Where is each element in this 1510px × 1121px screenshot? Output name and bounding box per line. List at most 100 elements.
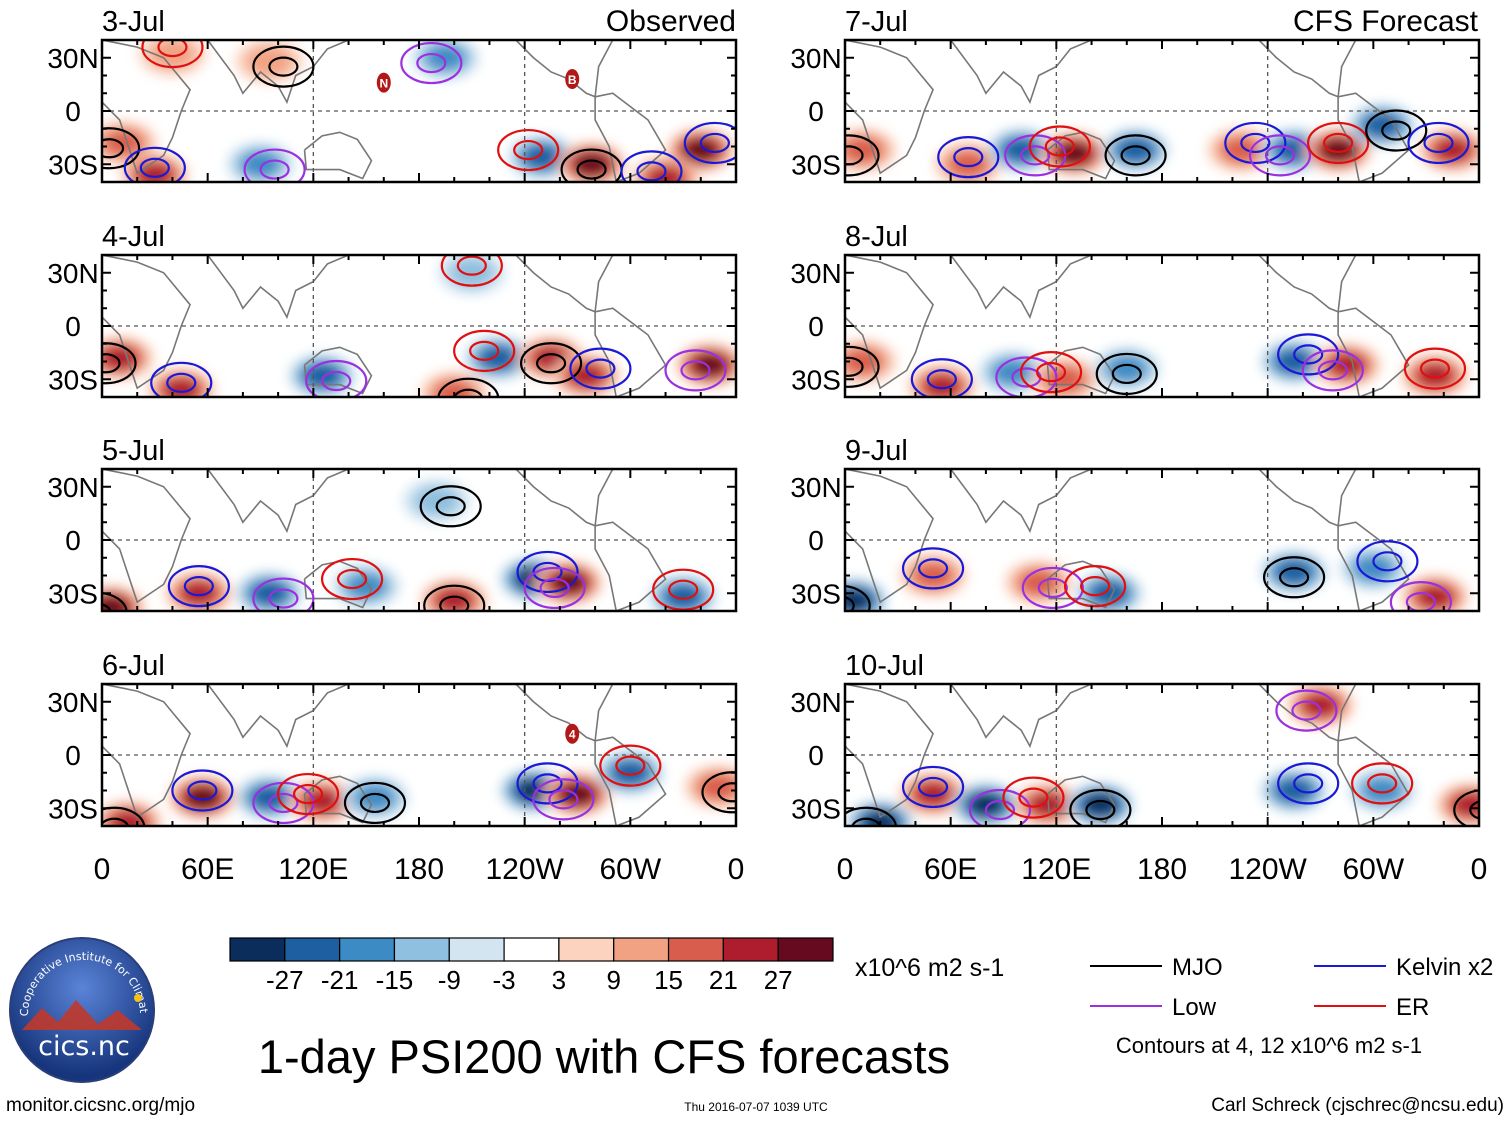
contour-note: Contours at 4, 12 x10^6 m2 s-1 [1116,1033,1422,1058]
legend-label: MJO [1172,954,1223,981]
colorbar-tick-label: 3 [552,965,566,995]
contour-ring [437,377,500,397]
contour-ring [1291,700,1322,721]
contour-ring [845,345,880,388]
contour-ring [519,342,583,385]
contour-ring [157,40,188,58]
logo-wordmark: cics.nc [38,1031,130,1062]
contour-ring [664,349,727,392]
contour-ring [102,817,130,826]
x-axes: 0 60E 120E 180 120W 60W 0 0 60E 120E 180 120W 60W 0 [94,853,1488,886]
contour-ring [336,568,368,590]
contour-ring [845,356,864,377]
coastline-3 [1258,469,1357,527]
contour-ring [1469,800,1479,820]
colorbar-tick-label: -3 [493,965,516,995]
y-tick-label: 0 [808,311,824,342]
colorbar-swatch [667,937,724,962]
contour-ring [1021,566,1084,610]
contour-ring [102,127,141,170]
panel-content [845,40,1479,182]
contour-ring [453,329,516,372]
contour-ring [1405,592,1436,611]
x-tick-label: 120W [485,853,564,886]
panel-content [102,469,736,611]
shading-core [665,585,701,609]
shading-core [1417,585,1453,609]
contour-ring [1301,349,1364,392]
y-tick-label: 30S [791,149,841,180]
contour-ring [440,255,503,287]
contour-ring [102,138,125,159]
panel-date-label: 4-Jul [102,221,165,253]
contour-ring [1035,362,1067,383]
contour-ring [620,150,683,182]
y-tick-label: 30S [48,578,98,609]
logo-sun-icon [134,994,142,1002]
contour-ring [1307,121,1370,165]
coastline-3 [515,255,614,313]
y-tick-label: 30N [790,258,841,289]
y-tick-label: 30S [48,149,98,180]
contour-ring [416,52,447,74]
coastline-2 [1046,346,1116,395]
contour-ring [845,806,898,826]
panel-content [845,684,1479,826]
colorbar-tick-label: 15 [654,965,683,995]
contour-ring [123,146,186,182]
coastline-layer [102,255,667,397]
panel-ticks [101,469,737,611]
y-tick-label: 30N [47,472,98,503]
shading-core [948,151,988,177]
storm-marker-icon [376,72,391,93]
contour-ring [995,356,1058,397]
shading-core [612,761,648,785]
coastline-1 [906,255,1092,320]
coastline-4 [1337,736,1410,826]
contour-ring [699,132,730,154]
legend-label: Low [1172,994,1217,1021]
contour-ring [102,806,146,826]
y-tick-label: 0 [808,525,824,556]
contour-ring [1317,360,1348,381]
colorbar-tick-label: 27 [764,965,793,995]
y-tick-label: 30S [791,578,841,609]
contour-layer [102,485,715,611]
contour-ring [166,372,197,393]
contour-ring [150,361,213,397]
coastline-1 [906,469,1092,534]
y-tick-label: 30N [47,258,98,289]
contour-ring [1028,125,1091,168]
x-tick-label: 60E [181,853,234,886]
contour-ring [305,359,368,397]
contour-ring [548,789,579,810]
colorbar-swatch [284,937,341,962]
y-tick-label: 0 [65,96,81,127]
shading-core [1417,364,1453,388]
contour-layer [102,744,736,826]
coastline-2 [303,560,373,609]
y-tick-label: 0 [65,740,81,771]
coastline-1 [906,40,1092,105]
panel-date-label: 8-Jul [845,221,908,253]
contour-ring [139,157,170,178]
contour-ring [1419,358,1451,379]
contour-ring [585,358,616,379]
storm-marker-icon [565,723,580,744]
shading-core [434,380,474,397]
contour-ring [1389,581,1452,611]
shading-core [1107,355,1147,382]
x-tick-label: 120W [1228,853,1307,886]
y-tick-label: 30N [790,43,841,74]
shading-core [355,784,395,811]
contour-ring [1453,789,1479,826]
contour-ring [953,147,984,168]
colorbar-swatch [393,937,450,962]
contour-ring [1069,788,1132,826]
panel-date-label: 7-Jul [845,6,908,38]
contour-ring [171,769,234,812]
coastline-3 [515,40,614,98]
contour-ring [901,547,965,590]
coastline-1 [163,469,349,534]
shading-core [561,783,594,805]
